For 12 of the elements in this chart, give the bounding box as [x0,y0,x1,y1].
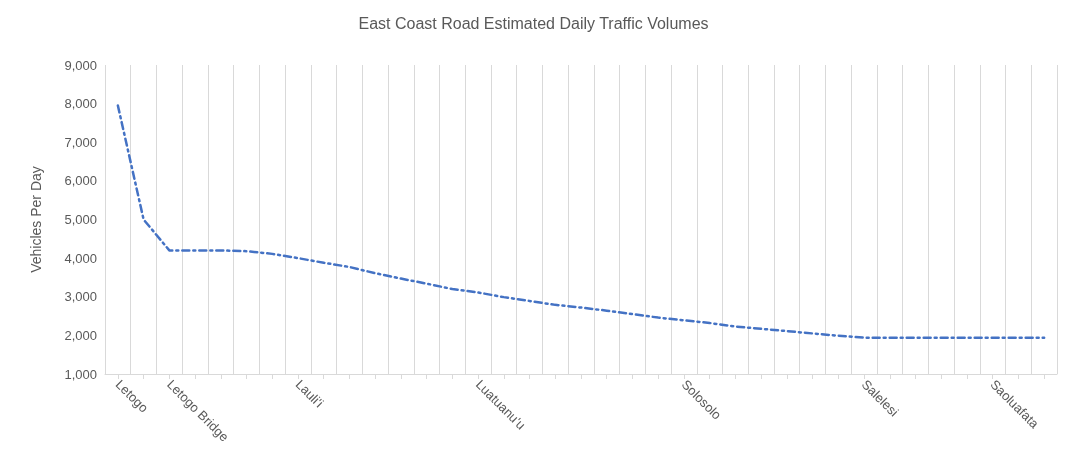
line-series [116,104,1046,339]
y-tick-label: 8,000 [64,96,97,112]
y-tick-label: 7,000 [64,134,97,150]
y-tick-label: 4,000 [64,250,97,266]
y-axis-title: Vehicles Per Day [28,166,44,273]
y-tick-label: 2,000 [64,327,97,343]
chart-title: East Coast Road Estimated Daily Traffic Volumes [358,14,709,32]
y-tick-label: 5,000 [64,212,97,227]
y-tick-label: 1,000 [64,366,97,382]
y-tick-label: 3,000 [64,289,97,305]
y-tick-label: 9,000 [64,57,97,73]
y-tick-label: 6,000 [64,173,97,189]
